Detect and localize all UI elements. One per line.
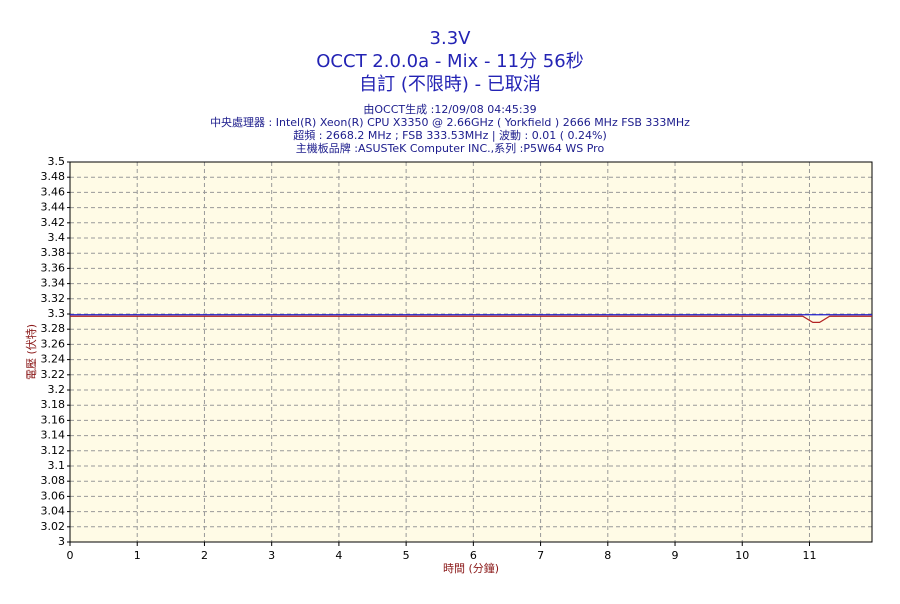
y-tick-label: 3.12 [41,444,66,457]
x-tick-label: 2 [201,549,208,562]
y-tick-label: 3.2 [48,383,66,396]
plot-frame [69,161,873,543]
y-tick-label: 3.16 [41,413,66,426]
y-tick-label: 3.24 [41,353,66,366]
x-tick-label: 9 [672,549,679,562]
y-tick-label: 3.38 [41,246,66,259]
x-tick-label: 7 [537,549,544,562]
y-axis-label: 電壓 (伏特) [24,324,38,380]
info-line: 超頻 : 2668.2 MHz ; FSB 333.53MHz | 波動 : 0… [293,128,607,142]
info-line: 中央處理器 : Intel(R) Xeon(R) CPU X3350 @ 2.6… [210,115,690,129]
info-line: 由OCCT生成 :12/09/08 04:45:39 [363,102,536,116]
y-tick-label: 3.28 [41,322,66,335]
y-tick-label: 3.1 [48,459,66,472]
x-tick-label: 5 [403,549,410,562]
y-tick-label: 3.14 [41,429,66,442]
y-tick-label: 3.5 [48,155,66,168]
x-axis-label: 時間 (分鐘) [443,561,499,575]
y-tick-label: 3.34 [41,277,66,290]
x-tick-label: 10 [735,549,749,562]
chart-title: 3.3V [430,28,472,49]
x-tick-label: 8 [604,549,611,562]
y-tick-label: 3 [58,535,65,548]
x-tick-label: 3 [268,549,275,562]
y-tick-label: 3.48 [41,170,66,183]
y-tick-label: 3.42 [41,216,66,229]
y-tick-label: 3.44 [41,201,66,214]
y-tick-label: 3.22 [41,368,66,381]
plot-area [70,162,872,542]
info-line: 主機板品牌 :ASUSTeK Computer INC.,系列 :P5W64 W… [296,141,605,155]
y-tick-label: 3.04 [41,505,66,518]
x-tick-label: 11 [802,549,816,562]
y-tick-label: 3.3 [48,307,66,320]
subtitle: 自訂 (不限時) - 已取消 [359,74,541,95]
y-tick-label: 3.46 [41,185,66,198]
x-tick-label: 6 [470,549,477,562]
subtitle: OCCT 2.0.0a - Mix - 11分 56秒 [316,51,583,72]
y-tick-label: 3.26 [41,337,66,350]
y-tick-label: 3.18 [41,398,66,411]
y-tick-label: 3.08 [41,474,66,487]
y-tick-label: 3.36 [41,261,66,274]
x-tick-label: 4 [335,549,342,562]
x-tick-label: 1 [134,549,141,562]
y-tick-label: 3.06 [41,489,66,502]
y-tick-label: 3.02 [41,520,66,533]
x-tick-label: 0 [67,549,74,562]
y-tick-label: 3.4 [48,231,66,244]
series-line [70,315,872,323]
y-tick-label: 3.32 [41,292,66,305]
